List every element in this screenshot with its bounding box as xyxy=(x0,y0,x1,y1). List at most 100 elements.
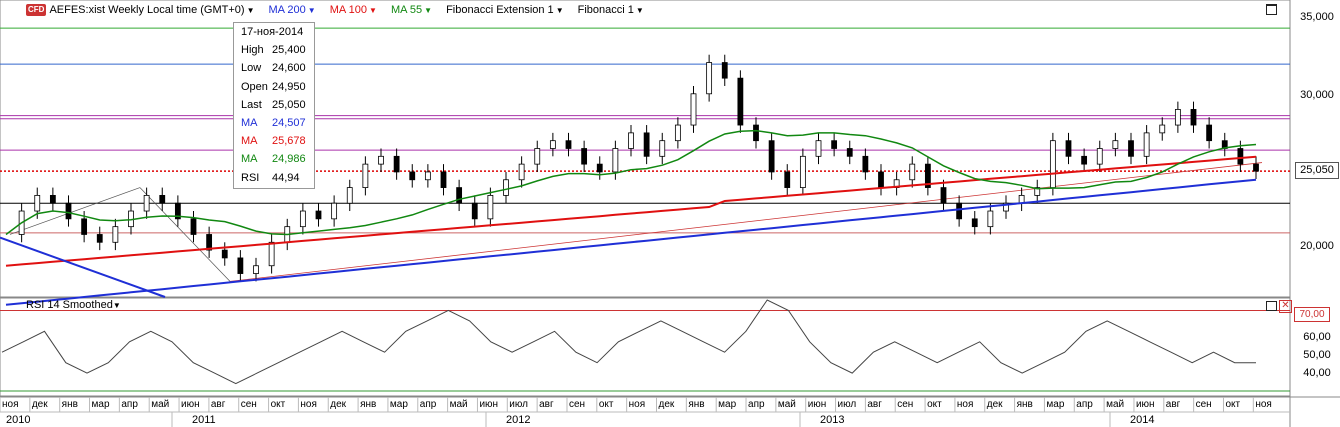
month-label: сен xyxy=(897,399,914,410)
candle-body xyxy=(471,202,478,220)
candle-body xyxy=(674,124,681,142)
candle-body xyxy=(784,171,791,188)
maximize-rsi-panel-icon[interactable] xyxy=(1266,301,1277,311)
candle-body xyxy=(565,140,572,149)
price-label-35000: 35,000 xyxy=(1300,11,1334,23)
data-key: Open xyxy=(241,80,268,93)
legend-fibonacci[interactable]: Fibonacci 1 ▼ xyxy=(577,4,644,16)
data-key: RSI xyxy=(241,171,260,184)
year-label: 2010 xyxy=(6,414,31,426)
candle-body xyxy=(690,93,697,126)
month-label: авг xyxy=(867,399,882,410)
candle-body xyxy=(65,202,72,220)
month-label: дек xyxy=(31,399,48,410)
month-label: ноя xyxy=(956,399,974,410)
fib-extension-line xyxy=(229,162,1263,282)
candle-body xyxy=(581,148,588,165)
candle-body xyxy=(362,163,369,188)
candle-body xyxy=(518,163,525,181)
candle-body xyxy=(753,124,759,142)
maximize-price-panel-icon[interactable] xyxy=(1266,4,1277,15)
month-label: окт xyxy=(598,399,614,410)
month-label: апр xyxy=(121,399,138,410)
candle-body xyxy=(1112,140,1119,149)
rsi-panel xyxy=(0,297,1291,397)
data-date: 17-ноя-2014 xyxy=(241,26,304,38)
candle-body xyxy=(596,163,603,173)
rsi-panel-label[interactable]: RSI 14 Smoothed▼ xyxy=(26,299,121,311)
candle-body xyxy=(1237,148,1244,165)
month-label: дек xyxy=(330,399,347,410)
price-label-20000: 20,000 xyxy=(1300,240,1334,252)
candle-body xyxy=(971,218,978,228)
legend-ma100[interactable]: MA 100 ▼ xyxy=(329,4,377,16)
candle-body xyxy=(831,140,838,149)
month-label: ноя xyxy=(2,399,19,410)
candle-body xyxy=(487,194,494,220)
candle-body xyxy=(440,171,447,188)
candle-body xyxy=(924,163,931,188)
close-rsi-panel-icon[interactable]: ✕ xyxy=(1279,300,1292,313)
candle-body xyxy=(1049,140,1056,188)
ma200-early-segment xyxy=(0,236,166,298)
legend-ma55[interactable]: MA 55 ▼ xyxy=(390,4,433,16)
data-value: 24,986 xyxy=(272,153,306,166)
candle-body xyxy=(940,187,947,204)
month-label: авг xyxy=(210,399,226,410)
month-label: апр xyxy=(419,399,437,410)
data-key: MA xyxy=(241,116,258,129)
candle-body xyxy=(253,265,259,274)
candle-body xyxy=(878,171,884,188)
month-label: июл xyxy=(837,399,857,410)
data-row: Last 25,050 xyxy=(234,96,314,114)
candle-body xyxy=(503,179,509,196)
month-label: окт xyxy=(927,399,942,410)
candle-body xyxy=(1065,140,1072,157)
month-label: июн xyxy=(1135,399,1155,410)
candle-body xyxy=(1096,148,1103,165)
candle-body xyxy=(1034,187,1041,196)
instrument-title[interactable]: AEFES:xist Weekly Local time (GMT+0) ▼ xyxy=(49,4,255,16)
month-label: окт xyxy=(270,399,286,410)
data-row: MA 25,678 xyxy=(234,132,314,150)
candle-body xyxy=(190,218,197,235)
candle-body xyxy=(96,234,103,243)
data-value: 24,950 xyxy=(272,80,306,93)
rsi-label-40: 40,00 xyxy=(1303,367,1331,379)
month-label: янв xyxy=(360,399,377,410)
candle-body xyxy=(534,148,541,165)
candle-body xyxy=(112,226,119,243)
candle-body xyxy=(268,241,275,267)
candle-body xyxy=(815,140,822,157)
ma100-line xyxy=(5,155,1257,267)
month-label: сен xyxy=(1195,399,1212,410)
fibonacci-lines[interactable] xyxy=(9,162,1263,282)
legend-fib-extension[interactable]: Fibonacci Extension 1 ▼ xyxy=(446,4,564,16)
candle-body xyxy=(1159,124,1166,134)
ma200-line xyxy=(5,178,1257,306)
rsi-series xyxy=(1,299,1257,385)
candle-body xyxy=(799,155,806,188)
candle-body xyxy=(1143,132,1150,157)
price-label-30000: 30,000 xyxy=(1300,89,1334,101)
data-key: Low xyxy=(241,62,262,75)
cfd-badge: CFD xyxy=(26,4,47,16)
fib-leg-2 xyxy=(139,187,231,282)
month-label: сен xyxy=(240,399,257,410)
month-label: ноя xyxy=(1255,399,1272,410)
rsi-label-50: 50,00 xyxy=(1303,349,1331,361)
candle-body xyxy=(174,202,181,220)
rsi-overbought-flag: 70,00 xyxy=(1294,307,1330,322)
month-label: мар xyxy=(389,399,408,410)
chart-legend: CFD AEFES:xist Weekly Local time (GMT+0)… xyxy=(26,3,658,17)
candle-body xyxy=(315,210,322,220)
candle-body xyxy=(206,234,213,251)
candle-body xyxy=(1003,202,1009,212)
candle-body xyxy=(1174,109,1181,126)
month-label: янв xyxy=(61,399,78,410)
candle-body xyxy=(956,202,963,220)
candle-body xyxy=(221,249,228,259)
data-value: 44,94 xyxy=(272,171,300,184)
legend-ma200[interactable]: MA 200 ▼ xyxy=(268,4,316,16)
